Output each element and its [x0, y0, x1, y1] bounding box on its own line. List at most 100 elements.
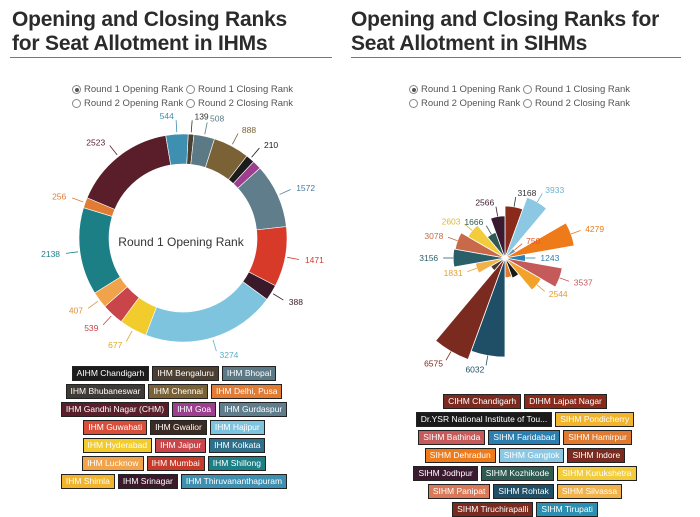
polar-slice-sihm-dehradun[interactable]	[504, 222, 575, 259]
sihm-radio-round2-opening[interactable]: Round 2 Opening Rank	[409, 98, 520, 109]
legend-item-ihm-gwalior[interactable]: IHM Gwalior	[150, 420, 207, 435]
polar-value-label: 3078	[424, 231, 443, 241]
polar-slice-sihm-tiruchirapalli[interactable]	[435, 257, 506, 360]
legend-item-sihm-tiruchirapalli[interactable]: SIHM Tiruchirapalli	[452, 502, 534, 517]
legend-item-sihm-rohtak[interactable]: SIHM Rohtak	[493, 484, 554, 499]
radio-label: Round 1 Closing Rank	[198, 84, 294, 95]
donut-value-label: 139	[194, 111, 208, 121]
polar-slice-sihm-pondicherry[interactable]	[454, 232, 506, 259]
donut-leader-line	[65, 251, 78, 254]
legend-item-ihm-lucknow[interactable]: IHM Lucknow	[82, 456, 144, 471]
legend-item-ihm-goa[interactable]: IHM Goa	[172, 402, 217, 417]
polar-leader-line	[464, 223, 473, 231]
polar-leader-line	[467, 267, 477, 273]
legend-item-sihm-pondicherry[interactable]: SIHM Pondicherry	[555, 412, 635, 427]
polar-value-label: 6032	[465, 364, 484, 374]
donut-value-label: 888	[242, 125, 256, 135]
legend-item-ihm-hajipur[interactable]: IHM Hajipur	[209, 420, 265, 435]
legend-item-sihm-jodhpur[interactable]: SIHM Jodhpur	[413, 466, 478, 481]
legend-item-sihm-silvassa[interactable]: SIHM Silvassa	[556, 484, 623, 499]
sihm-radio-round2-closing[interactable]: Round 2 Closing Rank	[523, 98, 630, 109]
polar-slice-sihm-rohtak[interactable]	[504, 257, 542, 291]
donut-slice-ihm-shillong[interactable]	[78, 207, 121, 294]
radio-label: Round 2 Opening Rank	[421, 98, 521, 109]
legend-item-ihm-bengaluru[interactable]: IHM Bengaluru	[152, 366, 219, 381]
polar-leader-line	[485, 225, 492, 235]
polar-leader-line	[536, 193, 543, 203]
donut-leader-line	[109, 145, 118, 156]
ihm-title-line-1: Opening and Closing Ranks	[12, 8, 288, 31]
legend-item-sihm-dehradun[interactable]: SIHM Dehradun	[424, 448, 496, 463]
sihm-chart-panel: Opening and Closing Ranks for Seat Allot…	[345, 0, 700, 517]
donut-leader-line	[71, 197, 84, 203]
ihm-chart-title: Opening and Closing Ranks for Seat Allot…	[12, 8, 287, 56]
polar-slice-sihm-bathinda[interactable]	[452, 248, 506, 268]
polar-leader-line	[570, 230, 581, 235]
legend-item-ihm-srinagar[interactable]: IHM Srinagar	[117, 474, 178, 489]
donut-value-label: 539	[84, 323, 98, 333]
legend-item-cihm-chandigarh[interactable]: CIHM Chandigarh	[443, 394, 522, 409]
legend-item-ihm-jaipur[interactable]: IHM Jaipur	[155, 438, 207, 453]
legend-item-ihm-chennai[interactable]: IHM Chennai	[148, 384, 209, 399]
donut-value-label: 407	[69, 306, 83, 316]
legend-item-ihm-shimla[interactable]: IHM Shimla	[60, 474, 115, 489]
radio-label: Round 2 Closing Rank	[198, 98, 294, 109]
legend-item-sihm-gangtok[interactable]: SIHM Gangtok	[498, 448, 565, 463]
legend-item-sihm-indore[interactable]: SIHM Indore	[567, 448, 626, 463]
polar-slice-sihm-silvassa[interactable]	[467, 224, 506, 259]
legend-item-sihm-kozhikode[interactable]: SIHM Kozhikode	[480, 466, 555, 481]
legend-item-ihm-thiruvananthapuram[interactable]: IHM Thiruvananthapuram	[180, 474, 288, 489]
donut-leader-line	[279, 189, 291, 195]
donut-leader-line	[190, 120, 193, 133]
legend-item-ihm-shillong[interactable]: IHM Shillong	[207, 456, 266, 471]
ihm-radio-round2-closing[interactable]: Round 2 Closing Rank	[186, 98, 293, 109]
legend-item-ihm-hyderabad[interactable]: IHM Hyderabad	[82, 438, 153, 453]
ihm-radio-round1-closing[interactable]: Round 1 Closing Rank	[186, 84, 293, 95]
polar-leader-line	[513, 196, 517, 207]
legend-item-ihm-gurdaspur[interactable]: IHM Gurdaspur	[219, 402, 288, 417]
legend-item-ihm-guwahati[interactable]: IHM Guwahati	[83, 420, 148, 435]
legend-item-ihm-delhi-pusa[interactable]: IHM Delhi, Pusa	[211, 384, 283, 399]
polar-value-label: 2566	[475, 198, 494, 208]
sihm-polar-chart: 3168 3933 750 4279 1243 3537 2544 6032 6575 1831 3…	[419, 185, 604, 374]
radio-label: Round 2 Opening Rank	[84, 98, 184, 109]
legend-item-aihm-chandigarh[interactable]: AIHM Chandigarh	[71, 366, 150, 381]
ihm-radio-round2-opening[interactable]: Round 2 Opening Rank	[72, 98, 183, 109]
polar-slice-sihm-jodhpur[interactable]	[504, 257, 520, 279]
donut-value-label: 2523	[86, 137, 105, 147]
polar-value-label: 6575	[424, 359, 443, 369]
radio-unselected-icon	[72, 99, 81, 108]
sihm-title-line-1: Opening and Closing Ranks for	[351, 8, 660, 31]
legend-item-sihm-bathinda[interactable]: SIHM Bathinda	[418, 430, 486, 445]
donut-leader-line	[232, 133, 239, 145]
legend-item-sihm-tirupati[interactable]: SIHM Tirupati	[536, 502, 598, 517]
radio-unselected-icon	[523, 85, 532, 94]
legend-item-sihm-hamirpur[interactable]: SIHM Hamirpur	[563, 430, 632, 445]
donut-leader-line	[251, 147, 260, 158]
donut-leader-line	[204, 122, 208, 135]
donut-slice-ihm-kolkata[interactable]	[165, 133, 189, 166]
legend-item-dr-ysr-national-institute-of-tou[interactable]: Dr.YSR National Institute of Tou...	[415, 412, 553, 427]
donut-value-label: 544	[160, 111, 174, 121]
legend-item-ihm-kolkata[interactable]: IHM Kolkata	[209, 438, 266, 453]
legend-item-dihm-lajpat-nagar[interactable]: DIHM Lajpat Nagar	[524, 394, 607, 409]
polar-leader-line	[536, 284, 545, 292]
sihm-radio-round1-closing[interactable]: Round 1 Closing Rank	[523, 84, 630, 95]
legend-item-ihm-bhubaneswar[interactable]: IHM Bhubaneswar	[65, 384, 146, 399]
legend-item-ihm-mumbai[interactable]: IHM Mumbai	[146, 456, 205, 471]
legend-item-ihm-gandhi-nagar-chm[interactable]: IHM Gandhi Nagar (CHM)	[60, 402, 170, 417]
legend-item-ihm-bhopal[interactable]: IHM Bhopal	[221, 366, 277, 381]
donut-slice-ihm-thiruvananthapuram[interactable]	[145, 281, 268, 343]
legend-item-sihm-kurukshetra[interactable]: SIHM Kurukshetra	[557, 466, 637, 481]
ihm-radio-round1-opening[interactable]: Round 1 Opening Rank	[72, 84, 183, 95]
donut-leader-line	[287, 256, 300, 260]
legend-item-sihm-faridabad[interactable]: SIHM Faridabad	[488, 430, 561, 445]
ihm-chart-panel: Opening and Closing Ranks for Seat Allot…	[0, 0, 340, 502]
sihm-radio-round1-opening[interactable]: Round 1 Opening Rank	[409, 84, 520, 95]
polar-value-label: 1243	[540, 253, 559, 263]
sihm-chart-title: Opening and Closing Ranks for Seat Allot…	[351, 8, 659, 56]
legend-item-sihm-panipat[interactable]: SIHM Panipat	[427, 484, 491, 499]
donut-leader-line	[88, 300, 99, 309]
polar-value-label: 3168	[517, 188, 536, 198]
